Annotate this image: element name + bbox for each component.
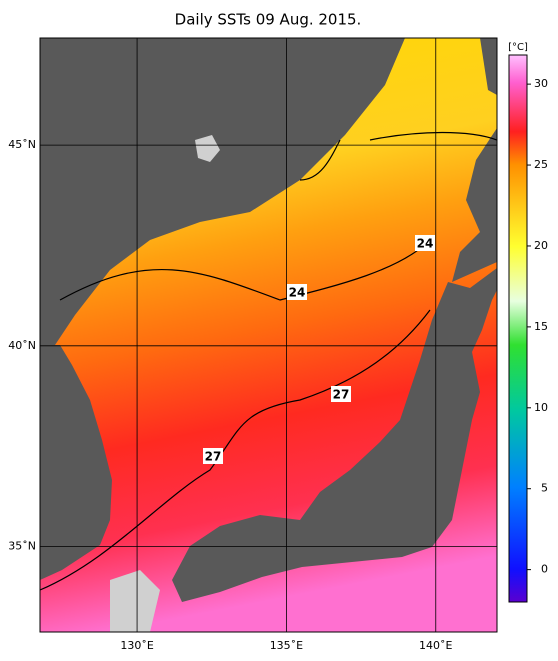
colorbar-tick-label: 15: [534, 320, 548, 333]
land-mainland: [40, 38, 405, 345]
colorbar-tick-label: 0: [541, 563, 548, 576]
colorbar-ticks: 0 5 10 15 20 25 30: [527, 77, 548, 576]
island: [195, 135, 220, 162]
contour-label-box: [203, 448, 223, 464]
colorbar-label: [°C]: [508, 42, 528, 53]
land-honshu: [172, 268, 497, 602]
contour-label-box: [331, 386, 351, 402]
land-korea: [40, 345, 112, 580]
grid: 130˚E 135˚E 140˚E 35˚N 40˚N 45˚N: [8, 38, 497, 652]
contour-label-box: [415, 235, 435, 251]
contour-label: 24: [417, 237, 434, 251]
contour-label: 27: [205, 450, 222, 464]
map: [40, 38, 497, 632]
title: Daily SSTs 09 Aug. 2015.: [175, 11, 362, 29]
land-sakhalin: [480, 38, 497, 95]
contour-27: [40, 309, 431, 591]
colorbar: [508, 54, 528, 603]
land-hokkaido: [452, 128, 497, 282]
contour-label-box: [287, 284, 307, 300]
map-frame: [39, 37, 498, 633]
lon-tick-label: 140˚E: [419, 639, 452, 652]
colorbar-tick-label: 20: [534, 239, 548, 252]
contour-label: 24: [289, 286, 306, 300]
colorbar-tick-label: 30: [534, 77, 548, 90]
island-kyushu: [110, 570, 160, 632]
lat-tick-label: 45˚N: [8, 138, 36, 151]
contour-24: [59, 239, 431, 301]
contour-labels: 24 24 27 27: [203, 235, 435, 464]
lat-tick-label: 40˚N: [8, 339, 36, 352]
lon-tick-label: 135˚E: [270, 639, 303, 652]
colorbar-tick-label: 25: [534, 158, 548, 171]
contour-label: 27: [333, 388, 350, 402]
lon-tick-label: 130˚E: [120, 639, 153, 652]
colorbar-tick-label: 10: [534, 401, 548, 414]
lat-tick-label: 35˚N: [8, 540, 36, 553]
colorbar-tick-label: 5: [541, 482, 548, 495]
